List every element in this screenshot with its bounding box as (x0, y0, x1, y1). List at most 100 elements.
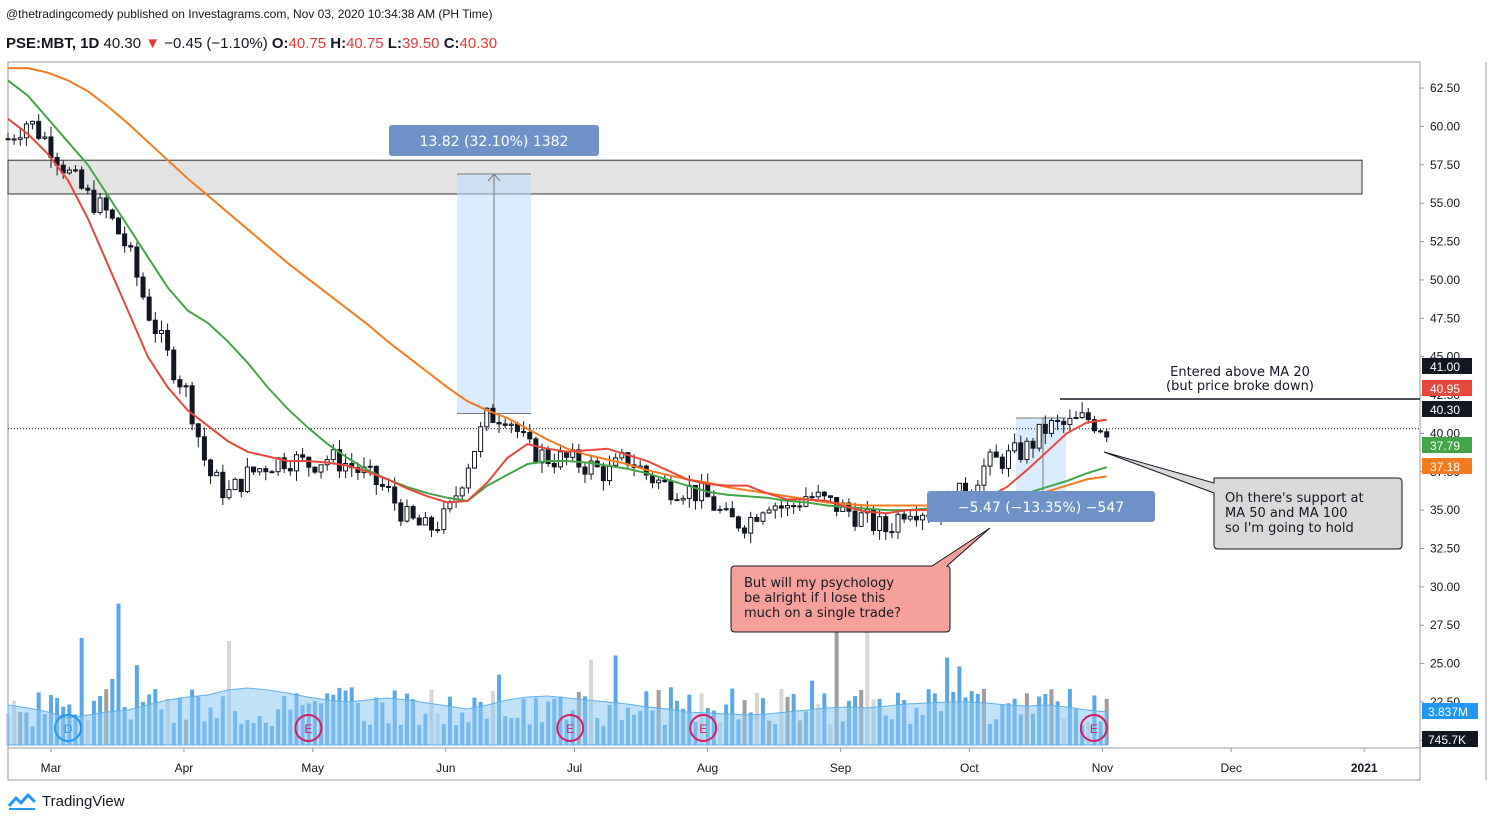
high-value: 40.75 (346, 35, 384, 52)
candle-down (797, 505, 803, 508)
publish-info: @thetradingcomedy published on Investagr… (6, 7, 493, 21)
candle-up (459, 487, 465, 497)
candle-up (680, 497, 686, 501)
support-note-line2: MA 50 and MA 100 (1225, 506, 1348, 521)
candle-up (895, 513, 901, 533)
loss-label: −5.47 (−13.35%) −547 (958, 500, 1124, 516)
svg-text:37.79: 37.79 (1430, 439, 1460, 453)
candle-down (379, 484, 385, 487)
candle-up (435, 529, 441, 532)
x-tick-label: Nov (1092, 761, 1113, 775)
candle-down (1061, 420, 1067, 425)
candle-down (533, 438, 539, 464)
candle-up (330, 449, 336, 461)
open-label: O: (271, 35, 289, 52)
svg-text:745.7K: 745.7K (1428, 733, 1466, 747)
candle-down (165, 329, 171, 351)
candle-down (208, 459, 214, 477)
candle-down (1091, 419, 1097, 432)
x-tick-label: 2021 (1351, 761, 1378, 775)
tag-resistance: 41.00 (1422, 358, 1472, 374)
candle-up (484, 407, 490, 428)
candle-up (920, 514, 926, 521)
candle-down (527, 432, 533, 440)
tradingview-brand: TradingView (8, 792, 125, 810)
candle-up (717, 508, 723, 511)
y-tick-label: 57.50 (1430, 158, 1460, 172)
event-marker-circle[interactable] (689, 714, 718, 742)
psych-note-line3: much on a single trade? (744, 606, 901, 621)
candle-down (742, 527, 748, 534)
candle-down (1042, 423, 1048, 434)
candle-down (85, 187, 91, 191)
event-marker-circle[interactable] (54, 714, 83, 742)
candle-up (465, 467, 471, 489)
candle-down (778, 505, 784, 509)
resistance-zone (7, 159, 1363, 195)
candle-down (1030, 440, 1036, 449)
candle-down (913, 515, 919, 521)
candle-up (73, 169, 79, 172)
high-label: H: (330, 35, 347, 52)
tag-ma100: 37.18 (1422, 458, 1472, 474)
candle-down (263, 468, 269, 473)
support-note-line1: Oh there's support at (1225, 491, 1364, 506)
low-value: 39.50 (401, 35, 440, 52)
event-marker-circle[interactable] (556, 714, 585, 742)
candle-down (312, 466, 318, 473)
event-marker-circle[interactable] (294, 714, 323, 742)
candle-up (214, 471, 220, 477)
candle-down (852, 510, 858, 527)
x-tick-label: Dec (1220, 761, 1241, 775)
tag-ma20: 40.95 (1422, 380, 1472, 396)
candle-down (140, 276, 146, 298)
candle-down (692, 484, 698, 502)
candle-down (36, 120, 42, 139)
svg-text:41.00: 41.00 (1430, 360, 1460, 374)
entry-note-line2: (but price broke down) (1166, 379, 1314, 394)
y-tick-label: 27.50 (1430, 618, 1460, 632)
candle-up (318, 464, 324, 473)
candle-up (244, 466, 250, 493)
candle-down (287, 468, 293, 472)
y-tick-label: 55.00 (1430, 196, 1460, 210)
open-value: 40.75 (288, 35, 327, 52)
candle-down (735, 516, 741, 529)
volume-ma-area (7, 687, 1108, 746)
x-tick-label: Aug (697, 761, 718, 775)
candle-down (729, 508, 735, 518)
y-tick-label: 40.00 (1430, 426, 1460, 440)
candle-down (220, 471, 226, 499)
candle-down (889, 531, 895, 534)
candle-down (91, 189, 97, 213)
volume-bar (834, 628, 839, 745)
x-tick-label: May (301, 761, 324, 775)
event-marker-circle[interactable] (1079, 714, 1108, 742)
candle-down (416, 517, 422, 526)
close-label: C: (443, 35, 460, 52)
candle-down (11, 138, 17, 141)
candle-down (300, 454, 306, 458)
candle-up (785, 505, 791, 509)
candle-up (766, 509, 772, 514)
candle-up (1024, 440, 1030, 460)
candle-up (1005, 450, 1011, 469)
candle-up (183, 385, 189, 388)
tradingview-label: TradingView (42, 792, 125, 810)
candle-up (815, 491, 821, 498)
candle-down (999, 456, 1005, 469)
candle-down (662, 479, 668, 483)
candle-up (1079, 412, 1085, 419)
x-tick-label: Jun (436, 761, 455, 775)
candle-down (674, 499, 680, 502)
psych-note-line1: But will my psychology (744, 576, 894, 591)
gain-label: 13.82 (32.10%) 1382 (420, 134, 569, 150)
candle-up (723, 508, 729, 511)
candle-up (30, 120, 36, 125)
event-marker-label: E (304, 722, 312, 736)
candle-up (42, 136, 48, 139)
candle-down (336, 449, 342, 472)
candle-up (367, 465, 373, 468)
volume-bar (945, 657, 950, 745)
